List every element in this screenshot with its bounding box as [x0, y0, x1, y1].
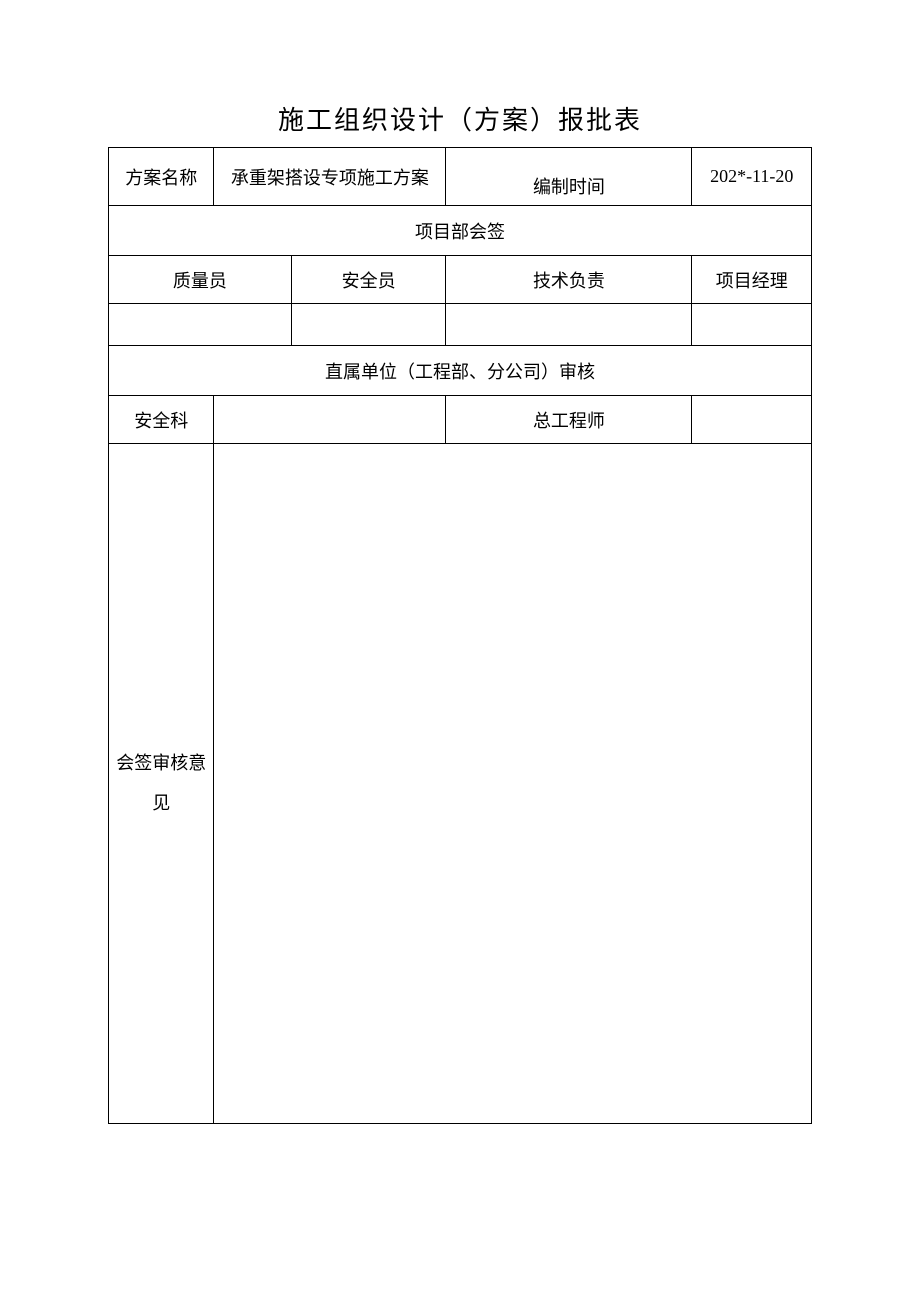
- safety-officer-value: [291, 304, 446, 346]
- chief-engineer-value: [692, 396, 812, 444]
- quality-officer-value: [109, 304, 292, 346]
- quality-officer-label: 质量员: [109, 256, 292, 304]
- document-title: 施工组织设计（方案）报批表: [108, 100, 812, 137]
- table-row: 安全科 总工程师: [109, 396, 812, 444]
- safety-dept-value: [214, 396, 446, 444]
- table-row: [109, 304, 812, 346]
- project-sign-section: 项目部会签: [109, 206, 812, 256]
- date-label-cell: 编制时间: [446, 148, 692, 206]
- tech-lead-value: [446, 304, 692, 346]
- table-row: 质量员 安全员 技术负责 项目经理: [109, 256, 812, 304]
- table-row: 直属单位（工程部、分公司）审核: [109, 346, 812, 396]
- opinion-value: [214, 444, 812, 1124]
- table-row: 项目部会签: [109, 206, 812, 256]
- table-row: 方案名称 承重架搭设专项施工方案 编制时间 202*-11-20: [109, 148, 812, 206]
- tech-lead-label: 技术负责: [446, 256, 692, 304]
- chief-engineer-label: 总工程师: [446, 396, 692, 444]
- plan-name-label: 方案名称: [109, 148, 214, 206]
- date-label: 编制时间: [446, 173, 691, 199]
- date-value: 202*-11-20: [692, 148, 812, 206]
- opinion-label: 会签审核意见: [109, 444, 214, 1124]
- safety-officer-label: 安全员: [291, 256, 446, 304]
- direct-unit-section: 直属单位（工程部、分公司）审核: [109, 346, 812, 396]
- project-manager-label: 项目经理: [692, 256, 812, 304]
- opinion-label-text: 会签审核意见: [113, 744, 209, 823]
- plan-name-value: 承重架搭设专项施工方案: [214, 148, 446, 206]
- approval-table: 方案名称 承重架搭设专项施工方案 编制时间 202*-11-20 项目部会签 质…: [108, 147, 812, 1124]
- safety-dept-label: 安全科: [109, 396, 214, 444]
- table-row: 会签审核意见: [109, 444, 812, 1124]
- project-manager-value: [692, 304, 812, 346]
